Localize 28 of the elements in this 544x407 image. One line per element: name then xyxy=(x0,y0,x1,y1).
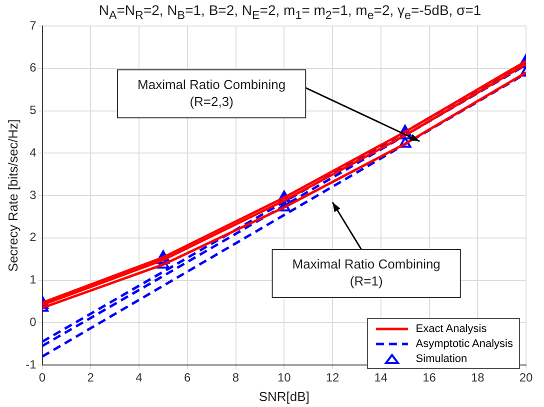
x-axis-title: SNR[dB] xyxy=(258,388,310,404)
x-tick-label: 8 xyxy=(232,370,240,385)
legend-label: Exact Analysis xyxy=(416,322,487,334)
y-tick-label: -1 xyxy=(26,357,37,372)
x-tick-label: 18 xyxy=(470,370,485,385)
x-tick-label: 12 xyxy=(326,370,340,385)
x-tick-label: 14 xyxy=(374,370,388,385)
x-tick-label: 20 xyxy=(519,370,533,385)
y-tick-label: 7 xyxy=(30,18,37,32)
y-tick-label: 2 xyxy=(30,230,37,244)
annotation: Maximal Ratio Combining (R=1) xyxy=(292,256,440,289)
legend-label: Simulation xyxy=(416,352,468,364)
x-tick-label: 4 xyxy=(136,370,143,385)
y-tick-label: 4 xyxy=(30,145,37,160)
y-tick-label: 3 xyxy=(30,188,37,202)
x-tick-label: 0 xyxy=(38,370,46,385)
chart-title: N$_{A}$=N$_{R}$=2, N$_{B}$=1, B=2, N$_{E}$=2, m$_{1}$= m$_{2}$=1, m$_{e}$=2, γ$_{e}$=-5dB, σ=1 xyxy=(98,2,482,22)
y-tick-label: 6 xyxy=(30,60,37,75)
y-tick-label: 5 xyxy=(30,103,37,118)
y-tick-label: 0 xyxy=(30,314,37,329)
y-tick-label: 1 xyxy=(30,272,37,287)
x-tick-label: 16 xyxy=(422,370,436,385)
legend-label: Asymptotic Analysis xyxy=(416,338,513,350)
x-tick-label: 6 xyxy=(184,370,192,385)
x-tick-label: 10 xyxy=(277,370,292,385)
y-axis-title: Secrecy Rate [bits/sec/Hz] xyxy=(5,119,20,272)
x-tick-label: 2 xyxy=(87,370,94,385)
annotation: Maximal Ratio Combining (R=2,3) xyxy=(138,76,286,109)
